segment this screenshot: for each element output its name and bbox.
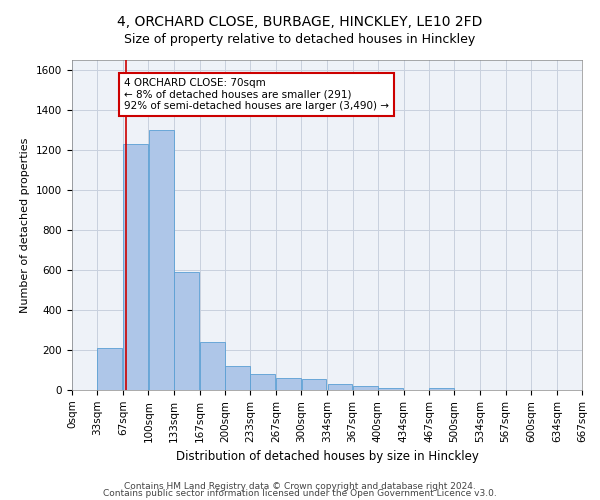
Bar bbox=[302, 379, 326, 390]
Text: 4 ORCHARD CLOSE: 70sqm
← 8% of detached houses are smaller (291)
92% of semi-det: 4 ORCHARD CLOSE: 70sqm ← 8% of detached … bbox=[124, 78, 389, 111]
Bar bbox=[328, 384, 352, 390]
Bar bbox=[124, 144, 148, 390]
Bar bbox=[225, 366, 250, 390]
Bar bbox=[149, 130, 173, 390]
Y-axis label: Number of detached properties: Number of detached properties bbox=[20, 138, 31, 312]
X-axis label: Distribution of detached houses by size in Hinckley: Distribution of detached houses by size … bbox=[176, 450, 478, 463]
Text: Contains HM Land Registry data © Crown copyright and database right 2024.: Contains HM Land Registry data © Crown c… bbox=[124, 482, 476, 491]
Bar bbox=[250, 374, 275, 390]
Text: 4, ORCHARD CLOSE, BURBAGE, HINCKLEY, LE10 2FD: 4, ORCHARD CLOSE, BURBAGE, HINCKLEY, LE1… bbox=[118, 15, 482, 29]
Bar bbox=[429, 388, 454, 390]
Bar bbox=[378, 388, 403, 390]
Bar bbox=[97, 348, 122, 390]
Bar bbox=[353, 386, 377, 390]
Bar bbox=[174, 272, 199, 390]
Bar bbox=[277, 378, 301, 390]
Bar bbox=[200, 342, 225, 390]
Text: Size of property relative to detached houses in Hinckley: Size of property relative to detached ho… bbox=[124, 32, 476, 46]
Text: Contains public sector information licensed under the Open Government Licence v3: Contains public sector information licen… bbox=[103, 489, 497, 498]
